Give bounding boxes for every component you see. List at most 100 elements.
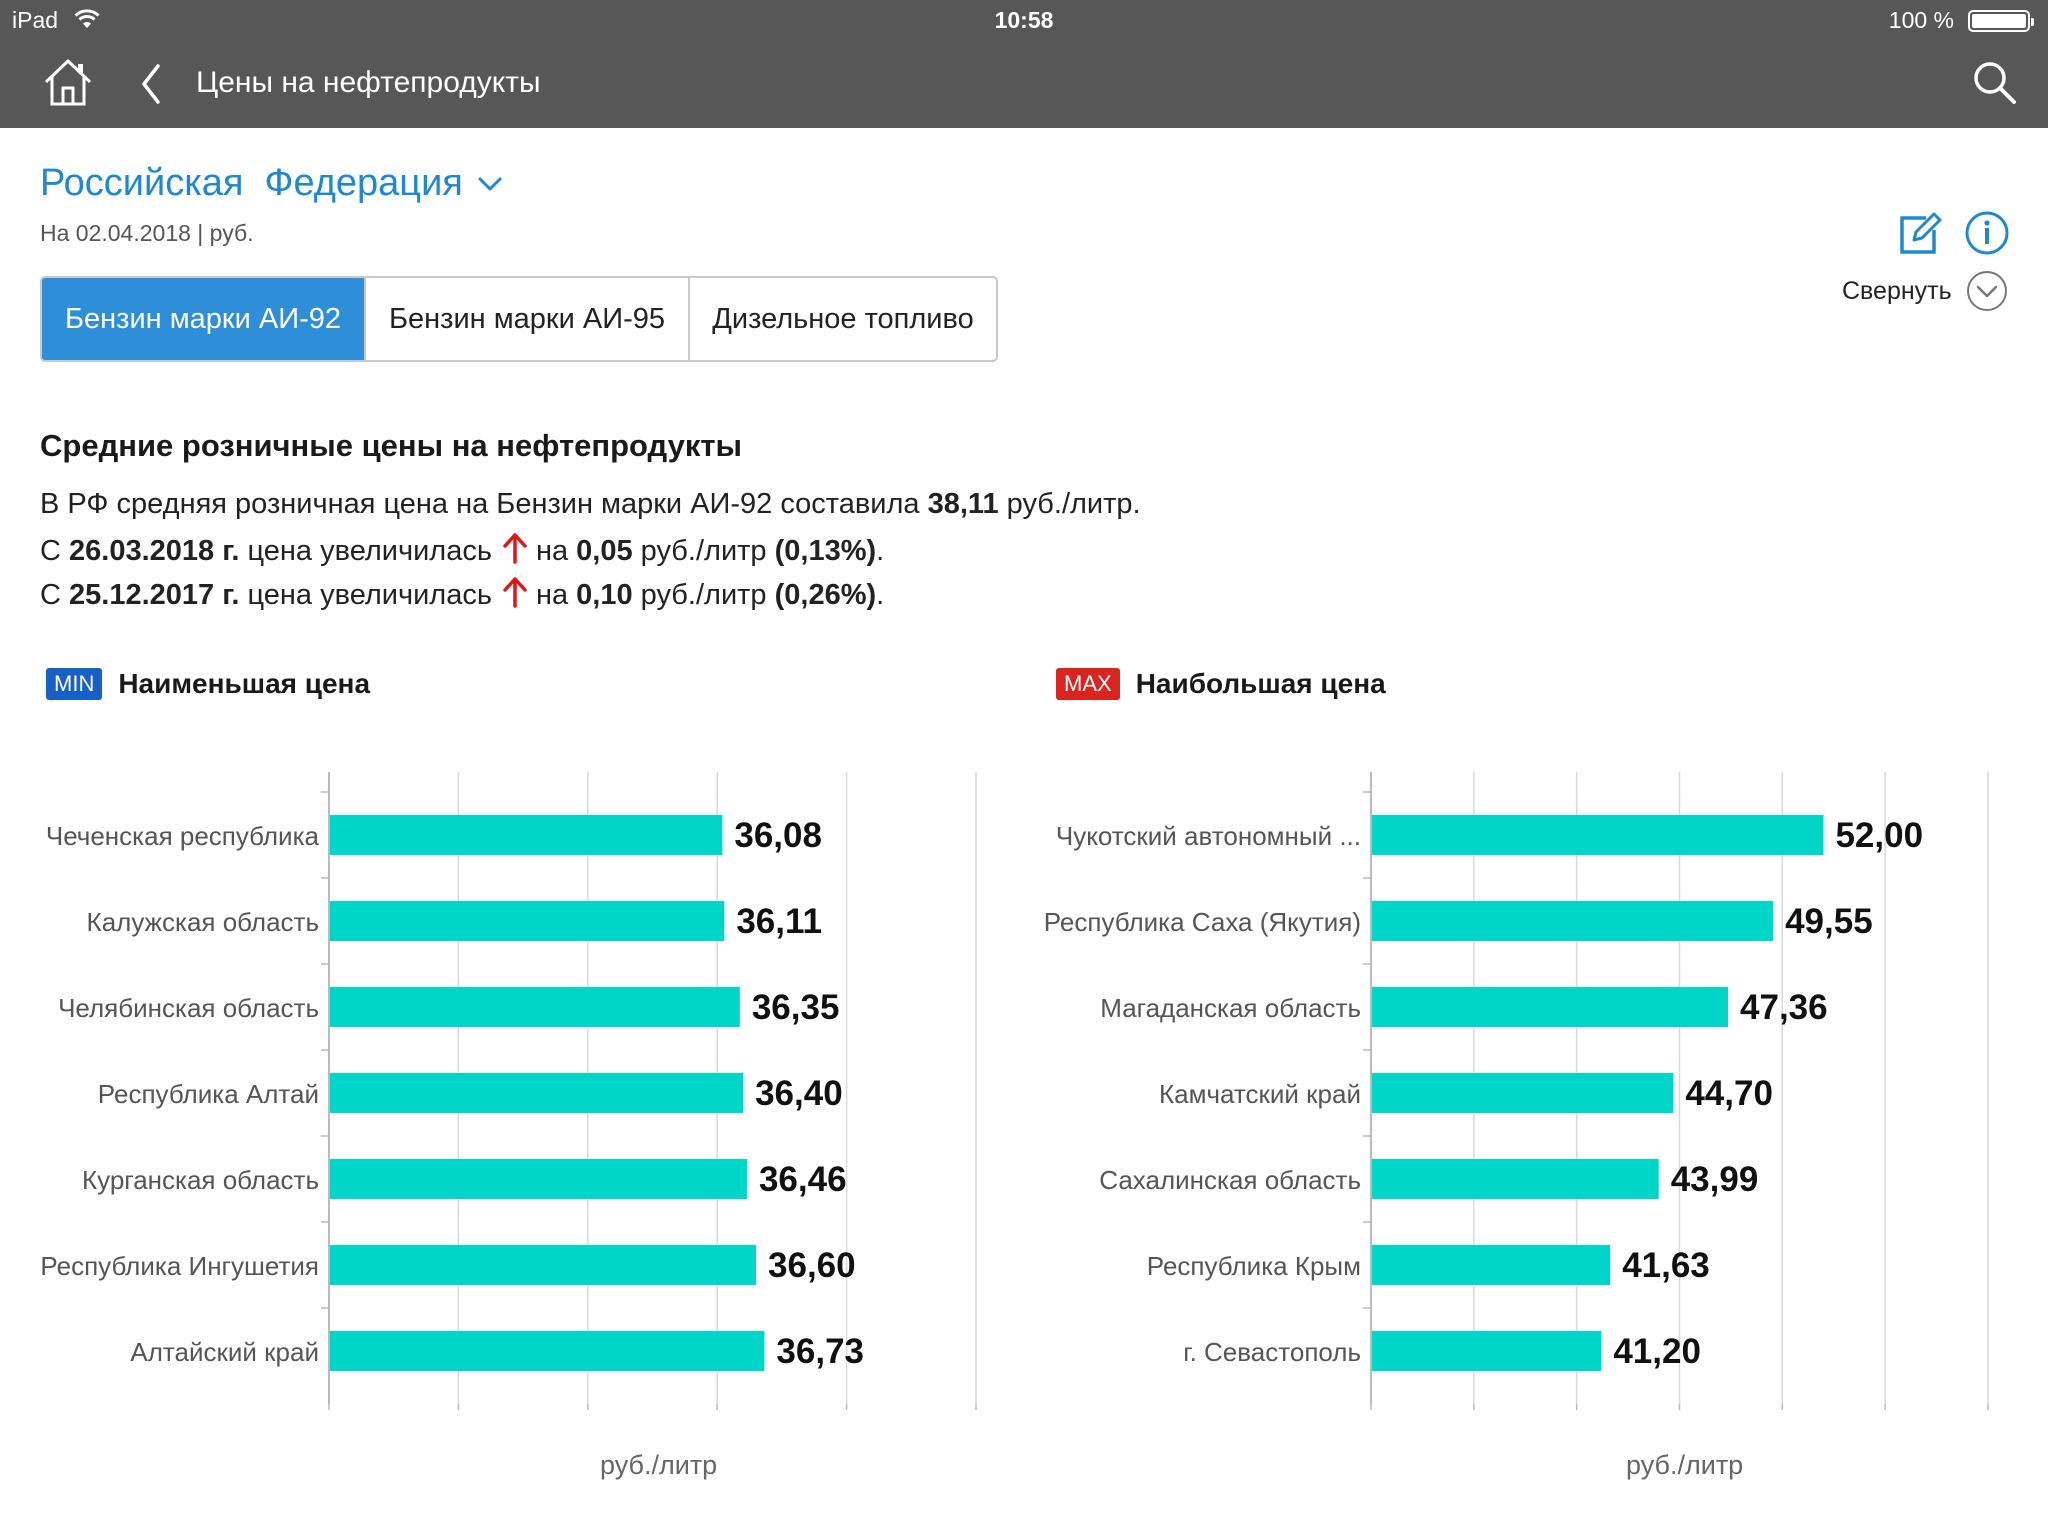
category-label: Республика Ингушетия <box>40 1251 319 1281</box>
category-label: Чукотский автономный ... <box>1056 821 1361 851</box>
battery-percent: 100 % <box>1888 7 1954 33</box>
search-icon[interactable] <box>1970 58 2018 106</box>
bar <box>1372 1331 1602 1371</box>
category-label: Республика Алтай <box>98 1079 319 1109</box>
summary-text: цена увеличилась <box>239 535 492 567</box>
bar <box>330 1245 757 1285</box>
summary-text: цена увеличилась <box>239 579 492 611</box>
summary-text: руб./литр <box>632 535 775 567</box>
category-label: Республика Крым <box>1147 1251 1361 1281</box>
bar-value-label: 41,20 <box>1613 1332 1701 1371</box>
bar <box>1372 815 1824 855</box>
summary-title: Средние розничные цены на нефтепродукты <box>40 428 743 463</box>
collapse-label: Свернуть <box>1842 276 1952 305</box>
min-legend: MIN Наименьшая цена <box>46 668 370 700</box>
battery-icon <box>1968 10 2034 32</box>
category-label: Калужская область <box>87 907 319 937</box>
chevron-down-circle-icon <box>1966 271 2007 311</box>
summary-line-week: С 26.03.2018 г. цена увеличилась на 0,05 … <box>40 532 884 568</box>
change-value: 0,05 <box>576 535 633 567</box>
max-badge: MAX <box>1056 668 1120 700</box>
clock: 10:58 <box>994 7 1054 33</box>
info-icon[interactable] <box>1964 210 2010 256</box>
bar <box>1372 1245 1611 1285</box>
category-label: Курганская область <box>82 1165 319 1195</box>
min-price-chart: 303234363840Чеченская республика36,08Кал… <box>0 760 1024 1480</box>
region-label: Российская Федерация <box>40 162 463 204</box>
bar <box>1372 901 1774 941</box>
region-selector[interactable]: Российская Федерация <box>40 162 503 205</box>
bar-value-label: 36,60 <box>768 1246 856 1285</box>
change-value: 0,10 <box>576 579 633 611</box>
category-label: Алтайский край <box>130 1337 319 1367</box>
change-percent: (0,26%) <box>774 579 877 611</box>
compare-date: 26.03.2018 г. <box>69 535 240 567</box>
collapse-button[interactable]: Свернуть <box>1842 270 2008 312</box>
bar <box>1372 1073 1674 1113</box>
summary-text: С <box>40 535 69 567</box>
summary-line-quarter: С 25.12.2017 г. цена увеличилась на 0,10 … <box>40 576 884 612</box>
bar-value-label: 36,08 <box>734 816 822 855</box>
bar <box>1372 1159 1659 1199</box>
compare-date: 25.12.2017 г. <box>69 579 240 611</box>
bar-value-label: 41,63 <box>1622 1246 1710 1285</box>
category-label: Республика Саха (Якутия) <box>1044 907 1361 937</box>
category-label: г. Севастополь <box>1183 1337 1361 1367</box>
bar-value-label: 43,99 <box>1671 1160 1759 1199</box>
wifi-icon <box>74 9 100 28</box>
page-title: Цены на нефтепродукты <box>196 66 541 99</box>
back-chevron-icon[interactable] <box>136 60 166 108</box>
bar-value-label: 49,55 <box>1785 902 1873 941</box>
bar <box>330 901 725 941</box>
min-chart-title: Наименьшая цена <box>118 668 371 699</box>
max-legend: MAX Наибольшая цена <box>1056 668 1386 700</box>
min-price-chart-svg: 303234363840Чеченская республика36,08Кал… <box>40 772 977 1410</box>
fuel-tabs: Бензин марки АИ-92 Бензин марки АИ-95 Ди… <box>40 276 998 362</box>
tab-ai-95[interactable]: Бензин марки АИ-95 <box>366 278 690 360</box>
summary-text: на <box>535 579 577 611</box>
category-label: Сахалинская область <box>1099 1165 1361 1195</box>
status-bar: iPad 10:58 100 % <box>0 0 2048 40</box>
bar <box>330 815 723 855</box>
category-label: Магаданская область <box>1100 993 1361 1023</box>
summary-text: . <box>876 535 885 567</box>
x-axis-label: руб./литр <box>1626 1450 1744 1480</box>
average-price: 38,11 <box>927 488 999 520</box>
summary-text: . <box>876 579 885 611</box>
summary-text: руб./литр <box>632 579 775 611</box>
device-name: iPad <box>12 7 59 33</box>
tab-diesel[interactable]: Дизельное топливо <box>712 302 974 335</box>
summary-text: С <box>40 579 69 611</box>
min-badge: MIN <box>46 668 103 700</box>
bar-value-label: 36,11 <box>736 902 822 941</box>
bar-value-label: 44,70 <box>1685 1074 1773 1113</box>
bar <box>330 987 740 1027</box>
max-chart-title: Наибольшая цена <box>1135 668 1386 699</box>
edit-icon[interactable] <box>1896 210 1944 258</box>
home-icon[interactable] <box>40 54 96 110</box>
bar <box>330 1331 765 1371</box>
arrow-up-icon <box>503 533 527 564</box>
bar <box>330 1073 744 1113</box>
summary-text: на <box>535 535 577 567</box>
arrow-up-icon <box>503 577 527 608</box>
bar <box>330 1159 747 1199</box>
date-label: На 02.04.2018 | руб. <box>40 220 254 246</box>
summary-line-average: В РФ средняя розничная цена на Бензин ма… <box>40 488 1141 521</box>
nav-bar: Цены на нефтепродукты <box>0 40 2048 128</box>
bar-value-label: 47,36 <box>1740 988 1828 1027</box>
change-percent: (0,13%) <box>774 535 877 567</box>
bar-value-label: 36,46 <box>759 1160 847 1199</box>
bar-value-label: 36,40 <box>755 1074 843 1113</box>
bar <box>1372 987 1729 1027</box>
x-axis-label: руб./литр <box>600 1450 718 1480</box>
category-label: Челябинская область <box>58 993 319 1023</box>
summary-text: В РФ средняя розничная цена на Бензин ма… <box>40 488 928 520</box>
category-label: Чеченская республика <box>46 821 320 851</box>
max-price-chart-svg: 30354045505560Чукотский автономный ...52… <box>1044 772 1989 1410</box>
bar-value-label: 36,35 <box>752 988 840 1027</box>
bar-value-label: 52,00 <box>1835 816 1923 855</box>
tab-ai-92[interactable]: Бензин марки АИ-92 <box>42 278 366 360</box>
bar-value-label: 36,73 <box>776 1332 864 1371</box>
summary-text: руб./литр. <box>998 488 1141 520</box>
